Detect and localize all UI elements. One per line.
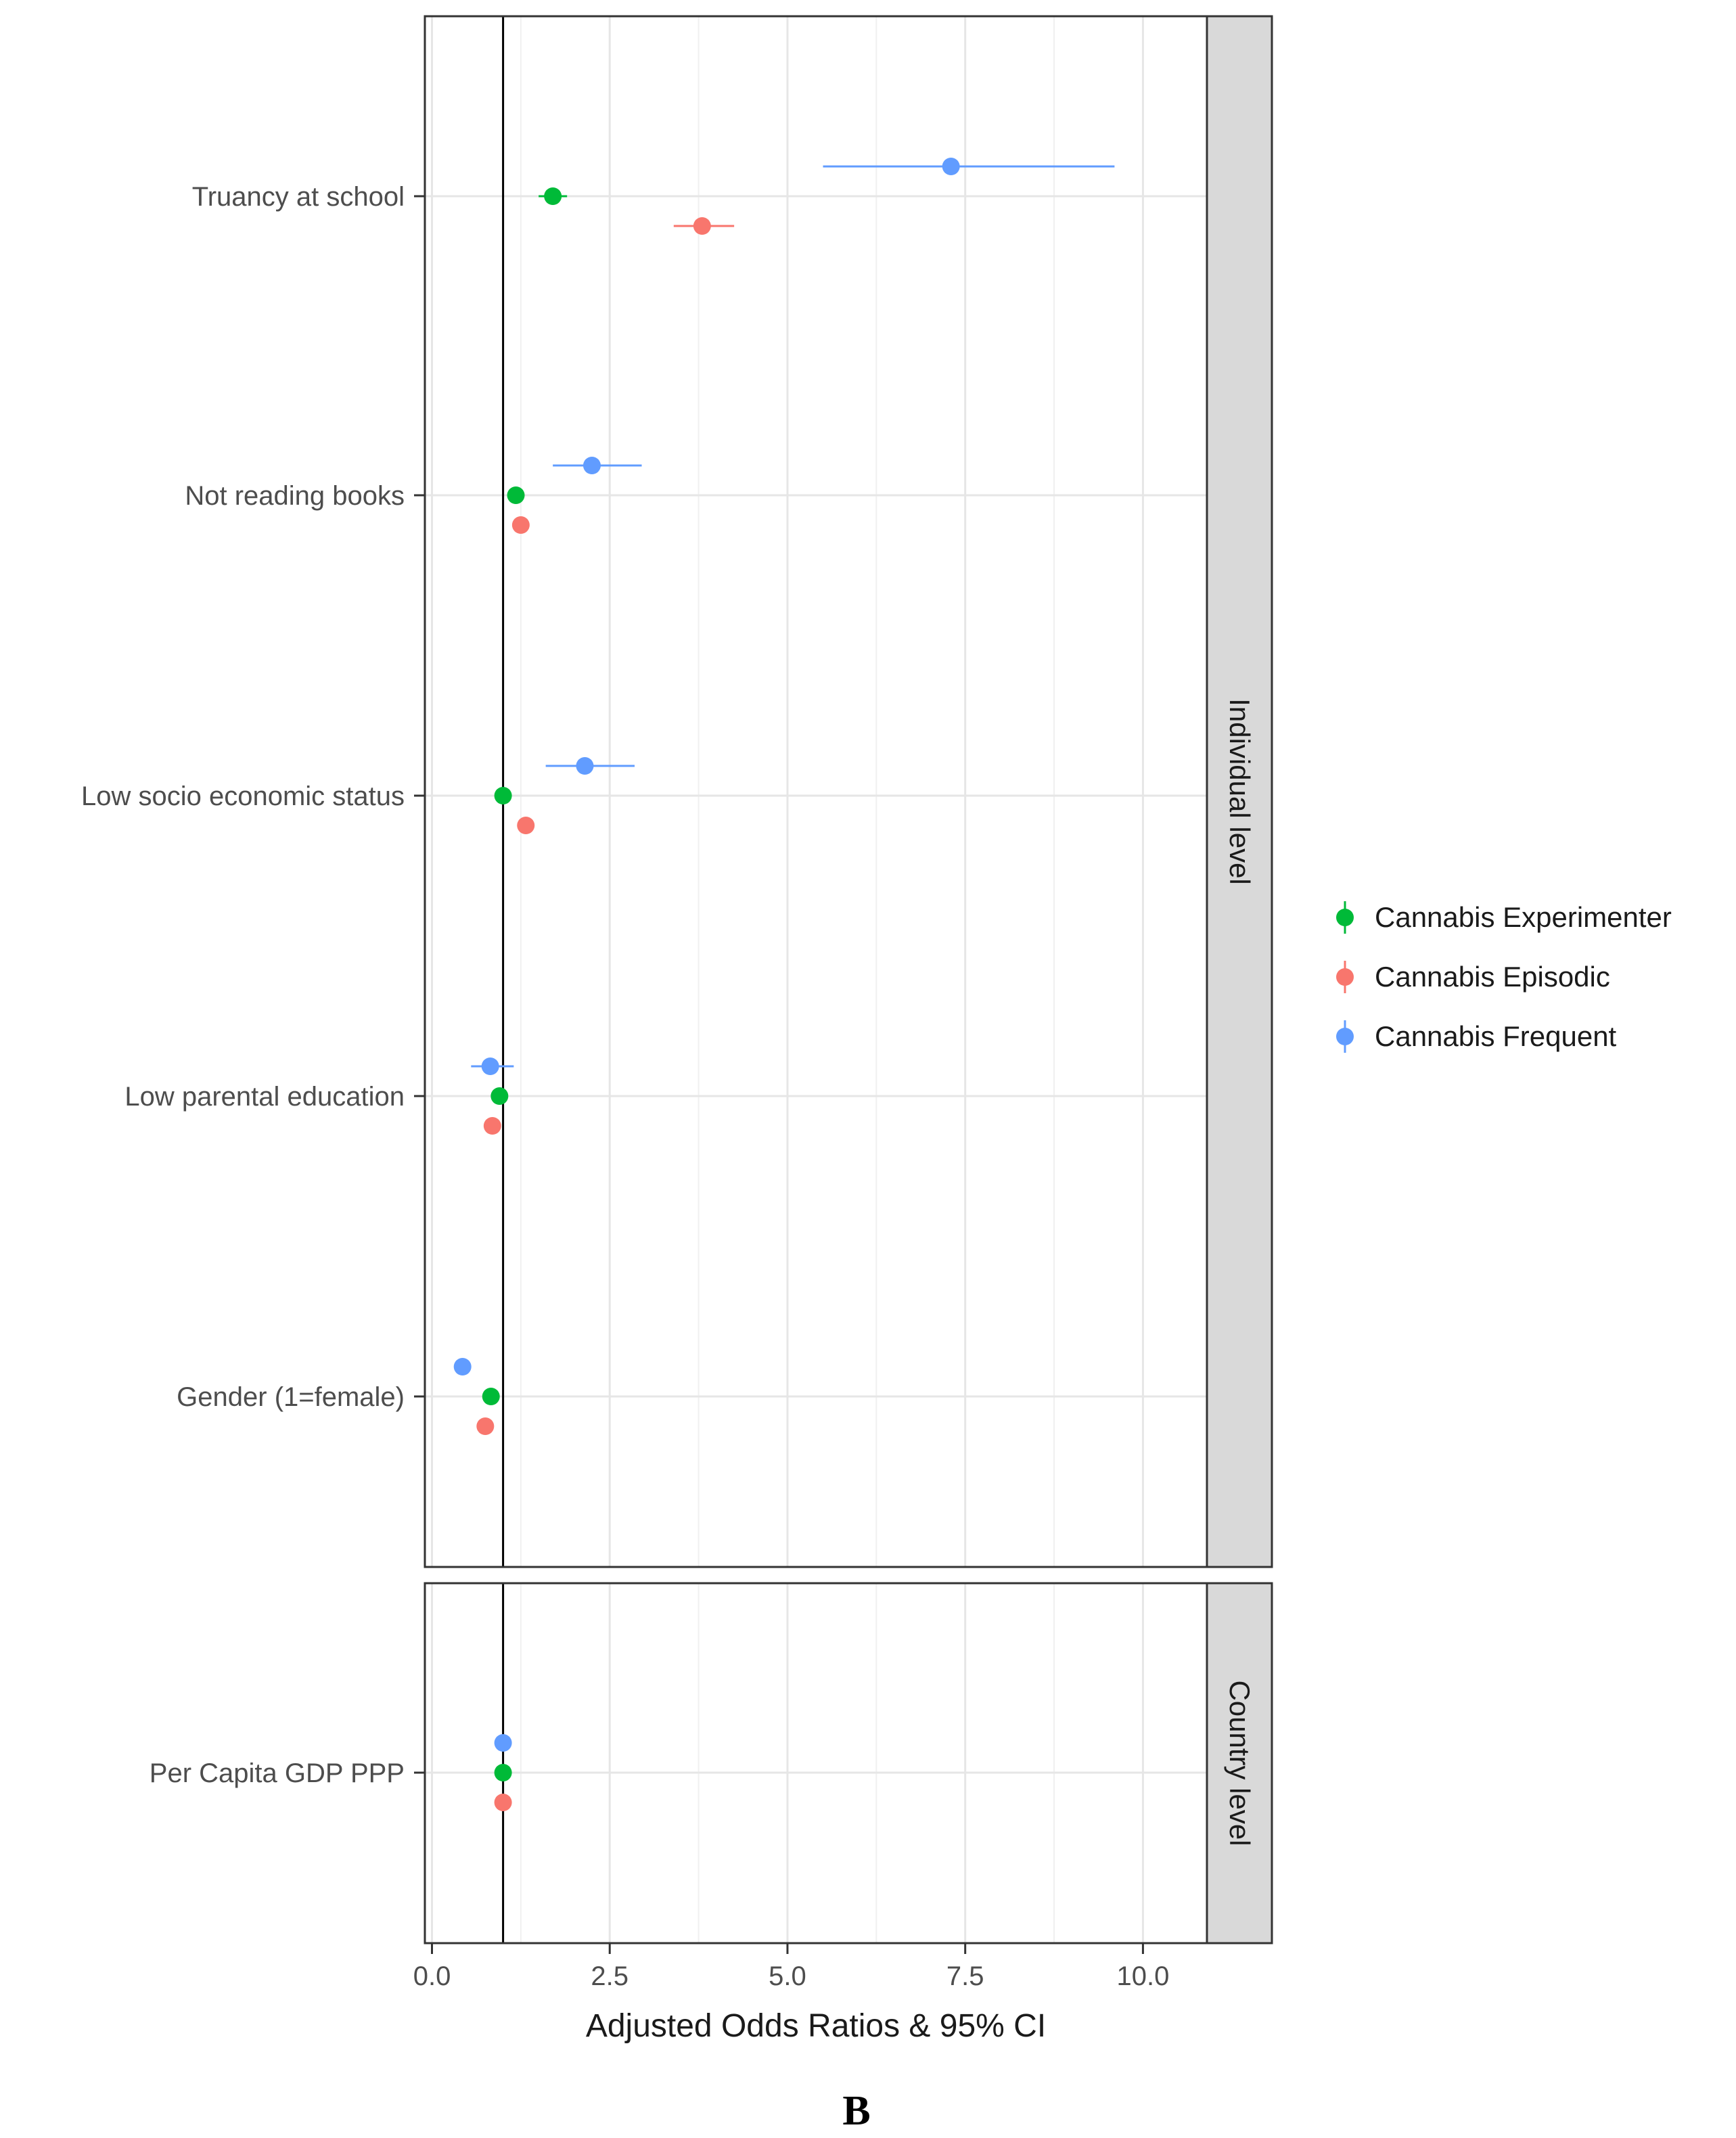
data-point — [483, 1117, 501, 1135]
legend-key-point — [1336, 909, 1354, 926]
x-tick-label: 7.5 — [946, 1961, 984, 1991]
x-tick-label: 5.0 — [769, 1961, 806, 1991]
data-point — [576, 757, 594, 775]
y-tick-label: Low socio economic status — [81, 781, 405, 811]
strip-individual-level — [1206, 15, 1273, 1568]
y-tick-label: Gender (1=female) — [177, 1382, 405, 1412]
data-point — [490, 1087, 509, 1105]
y-tick-label: Not reading books — [185, 481, 405, 511]
data-point — [517, 817, 535, 834]
data-point — [511, 516, 530, 534]
x-tick-label: 2.5 — [591, 1961, 629, 1991]
panel-country-grid — [425, 1583, 1207, 1943]
y-axis-labels: Gender (1=female) Low parental education L… — [81, 182, 425, 1788]
data-point — [583, 457, 601, 474]
data-point — [481, 1057, 499, 1075]
panel-individual-marks — [453, 158, 1115, 1435]
panel-tag: B — [842, 2088, 870, 2134]
y-tick-label: Per Capita GDP PPP — [150, 1758, 405, 1788]
panel-individual-background — [425, 16, 1207, 1567]
data-point — [494, 1764, 512, 1781]
data-point — [494, 1794, 512, 1811]
strip-country-level — [1206, 1582, 1273, 1944]
data-point — [942, 158, 960, 175]
y-tick-label: Low parental education — [124, 1082, 405, 1112]
data-point — [494, 1734, 512, 1752]
panel-country-level: Country level — [424, 1582, 1273, 1944]
data-point — [693, 217, 711, 235]
legend-label: Cannabis Experimenter — [1375, 901, 1672, 933]
strip-label-country: Country level — [1224, 1680, 1256, 1846]
panel-individual-grid — [425, 16, 1207, 1567]
data-point — [544, 187, 562, 205]
x-tick-label: 10.0 — [1116, 1961, 1169, 1991]
legend-key-point — [1336, 968, 1354, 986]
panel-country-background — [425, 1583, 1207, 1943]
y-tick-label: Truancy at school — [192, 182, 405, 212]
panel-country-marks — [494, 1734, 512, 1811]
strip-label-individual: Individual level — [1224, 698, 1256, 885]
data-point — [507, 486, 525, 504]
x-axis-title: Adjusted Odds Ratios & 95% CI — [586, 2008, 1046, 2044]
x-axis: 0.0 2.5 5.0 7.5 10.0 — [413, 1943, 1169, 1991]
data-point — [494, 787, 512, 804]
legend: Cannabis Experimenter Cannabis Episodic Ca… — [1336, 901, 1672, 1053]
legend-label: Cannabis Episodic — [1375, 961, 1610, 993]
data-point — [476, 1417, 495, 1435]
panel-individual-level: Individual level — [424, 15, 1273, 1568]
legend-key-point — [1336, 1028, 1354, 1045]
data-point — [482, 1388, 500, 1405]
data-point — [453, 1358, 472, 1375]
x-tick-label: 0.0 — [413, 1961, 451, 1991]
legend-label: Cannabis Frequent — [1375, 1020, 1617, 1052]
